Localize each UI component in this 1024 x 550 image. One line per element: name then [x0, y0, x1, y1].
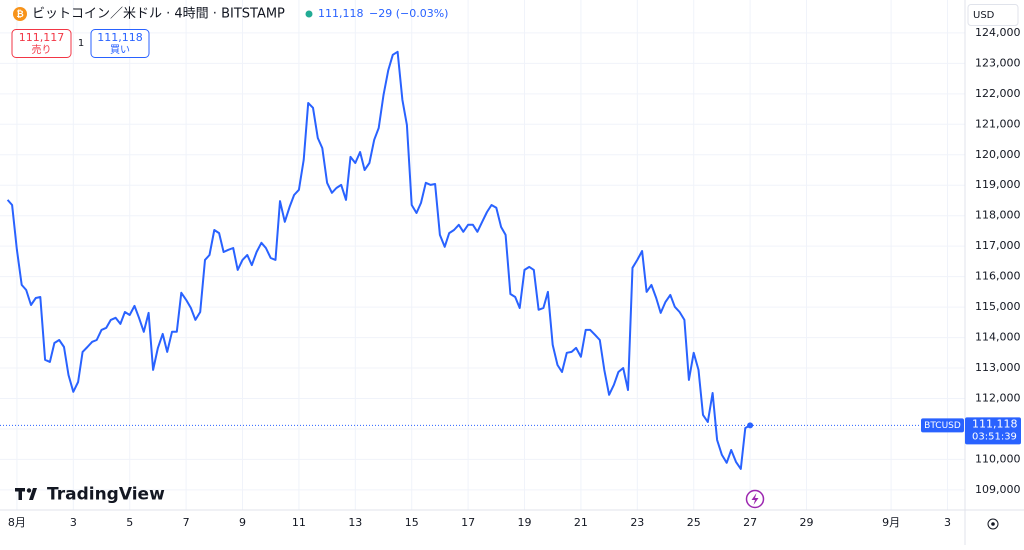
- price-tag: 111,118: [972, 417, 1018, 430]
- coin-icon: [13, 7, 27, 21]
- y-tick-label: 120,000: [975, 148, 1021, 161]
- y-tick-label: 118,000: [975, 209, 1021, 222]
- x-tick-label: 7: [183, 516, 190, 529]
- y-tick-label: 121,000: [975, 117, 1021, 130]
- x-tick-label: 25: [687, 516, 701, 529]
- last-point: [747, 422, 754, 429]
- y-tick-label: 117,000: [975, 239, 1021, 252]
- x-tick-label: 23: [630, 516, 644, 529]
- y-tick-label: 112,000: [975, 391, 1021, 404]
- sell-label: 売り: [32, 43, 52, 56]
- buy-button[interactable]: [90, 29, 150, 58]
- market-status: [305, 10, 313, 18]
- currency-button[interactable]: [967, 4, 1019, 26]
- x-tick-label: 11: [292, 516, 306, 529]
- symbol-tag-bg: [921, 418, 964, 433]
- price-tag-bg: [965, 417, 1021, 445]
- y-tick-label: 116,000: [975, 270, 1021, 283]
- last-price: 111,118: [318, 7, 364, 20]
- x-tick-label: 27: [743, 516, 757, 529]
- buy-label: 買い: [110, 44, 130, 56]
- x-tick-label: 5: [126, 516, 133, 529]
- countdown: 03:51:39: [972, 431, 1017, 442]
- brand-logo: TradingView: [15, 485, 165, 505]
- x-tick-label: 17: [461, 516, 475, 529]
- y-tick-label: 114,000: [975, 331, 1021, 344]
- logo-stem: [18, 488, 22, 500]
- buy-price: 111,118: [97, 31, 143, 44]
- y-tick-label: 113,000: [975, 361, 1021, 374]
- sell-price: 111,117: [19, 31, 65, 44]
- y-tick-label: 115,000: [975, 300, 1021, 313]
- x-tick-label: 9月: [882, 516, 900, 529]
- x-tick-label: 19: [518, 516, 532, 529]
- y-tick-label: 110,000: [975, 452, 1021, 465]
- x-tick-label: 21: [574, 516, 588, 529]
- logo-dot: [26, 488, 32, 493]
- brand-name: TradingView: [47, 485, 165, 505]
- currency: USD: [973, 10, 995, 21]
- y-tick-label: 109,000: [975, 483, 1021, 496]
- settings-dot: [991, 522, 995, 526]
- x-tick-label: 9: [239, 516, 246, 529]
- logo-slash: [29, 488, 37, 500]
- x-tick-label: 13: [348, 516, 362, 529]
- x-tick-label: 3: [70, 516, 77, 529]
- sell-button[interactable]: [11, 29, 72, 58]
- x-tick-label: 3: [944, 516, 951, 529]
- spread: 1: [78, 38, 84, 49]
- price-line: [6, 50, 751, 470]
- price-change: −29 (−0.03%): [369, 7, 448, 20]
- x-tick-label: 29: [800, 516, 814, 529]
- y-tick-label: 124,000: [975, 26, 1021, 39]
- symbol-title: ビットコイン／米ドル · 4時間 · BITSTAMP: [32, 7, 285, 22]
- x-tick-label: 15: [405, 516, 419, 529]
- y-tick-label: 123,000: [975, 56, 1021, 69]
- x-tick-label: 8月: [8, 516, 26, 529]
- coin-glyph: ₿: [16, 9, 23, 20]
- symbol-tag: BTCUSD: [924, 421, 961, 431]
- y-tick-label: 119,000: [975, 178, 1021, 191]
- y-tick-label: 122,000: [975, 87, 1021, 100]
- settings-icon[interactable]: [987, 518, 999, 530]
- plot: [0, 50, 965, 470]
- event-glyph: [751, 493, 759, 505]
